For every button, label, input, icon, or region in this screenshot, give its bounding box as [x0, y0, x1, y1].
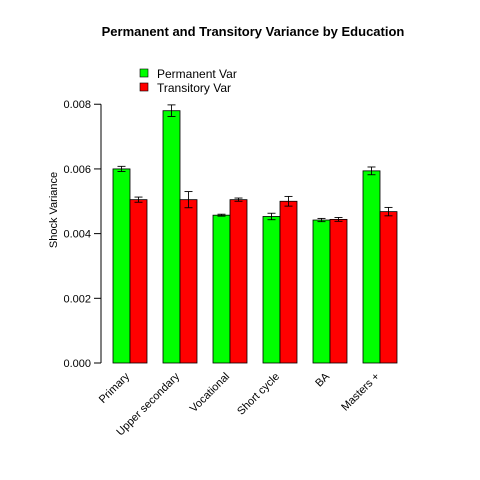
y-tick-label: 0.008: [63, 99, 91, 111]
x-tick-label: BA: [313, 370, 332, 389]
chart-title: Permanent and Transitory Variance by Edu…: [102, 24, 405, 39]
legend-label-transitory: Transitory Var: [157, 81, 231, 95]
bar-transitory: [280, 201, 297, 363]
legend: Permanent Var Transitory Var: [140, 67, 237, 95]
legend-swatch-transitory: [140, 83, 148, 91]
x-tick-label: Short cycle: [235, 371, 282, 418]
bar-transitory: [330, 219, 347, 363]
bar-permanent: [263, 216, 280, 363]
x-tick-label: Masters +: [339, 371, 382, 414]
bar-transitory: [180, 200, 197, 363]
y-tick-label: 0.006: [63, 164, 91, 176]
legend-swatch-permanent: [140, 69, 148, 77]
bar-permanent: [313, 220, 330, 363]
y-tick-label: 0.004: [63, 229, 91, 241]
bar-permanent: [363, 171, 380, 363]
y-tick-label: 0.002: [63, 293, 91, 305]
bar-transitory: [230, 200, 247, 363]
bar-transitory: [380, 212, 397, 363]
x-tick-label: Vocational: [188, 371, 232, 415]
bar-permanent: [163, 111, 180, 363]
y-axis-label: Shock Variance: [48, 172, 60, 248]
x-tick-label: Primary: [97, 370, 133, 406]
bar-permanent: [113, 169, 130, 363]
bar-transitory: [130, 200, 147, 363]
legend-label-permanent: Permanent Var: [157, 67, 237, 81]
bar-permanent: [213, 215, 230, 363]
y-tick-label: 0.000: [63, 358, 91, 370]
